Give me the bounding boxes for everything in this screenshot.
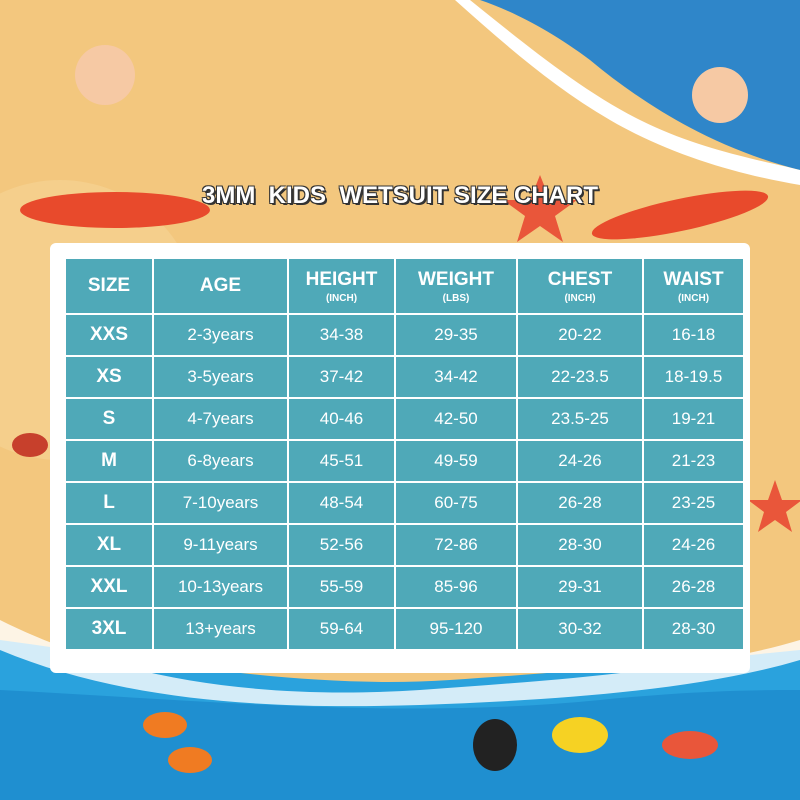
table-cell: 7-10years [152, 481, 289, 525]
table-cell: 72-86 [394, 523, 518, 567]
table-cell: 26-28 [516, 481, 644, 525]
size-cell: XL [64, 523, 154, 567]
size-cell: XXS [64, 313, 154, 357]
column-header: WAIST (INCH) [642, 257, 745, 315]
table-cell: 28-30 [516, 523, 644, 567]
table-cell: 49-59 [394, 439, 518, 483]
table-cell: 4-7years [152, 397, 289, 441]
table-cell: 22-23.5 [516, 355, 644, 399]
size-cell: S [64, 397, 154, 441]
size-cell: XS [64, 355, 154, 399]
table-cell: 85-96 [394, 565, 518, 609]
table-cell: 29-31 [516, 565, 644, 609]
table-cell: 18-19.5 [642, 355, 745, 399]
column-header: CHEST (INCH) [516, 257, 644, 315]
column-label: WAIST [663, 268, 724, 290]
table-cell: 40-46 [287, 397, 396, 441]
table-row: XXS 2-3years 34-38 29-35 20-22 16-18 [64, 313, 745, 357]
column-label: SIZE [87, 275, 131, 296]
table-row: M 6-8years 45-51 49-59 24-26 21-23 [64, 439, 745, 483]
column-header: SIZE [64, 257, 154, 315]
table-cell: 60-75 [394, 481, 518, 525]
table-cell: 24-26 [642, 523, 745, 567]
column-label: WEIGHT [418, 268, 494, 290]
size-table: SIZE AGE HEIGHT (INCH) WEIGHT (LBS) CHEST (INCH… [64, 257, 745, 651]
table-row: XL 9-11years 52-56 72-86 28-30 24-26 [64, 523, 745, 567]
table-cell: 37-42 [287, 355, 396, 399]
table-cell: 6-8years [152, 439, 289, 483]
table-cell: 26-28 [642, 565, 745, 609]
table-row: XXL 10-13years 55-59 85-96 29-31 26-28 [64, 565, 745, 609]
table-body: XXS 2-3years 34-38 29-35 20-22 16-18 XS 3-5year… [64, 313, 745, 651]
table-row: XS 3-5years 37-42 34-42 22-23.5 18-19.5 [64, 355, 745, 399]
table-cell: 21-23 [642, 439, 745, 483]
table-row: S 4-7years 40-46 42-50 23.5-25 19-21 [64, 397, 745, 441]
table-cell: 28-30 [642, 607, 745, 651]
header-row: SIZE AGE HEIGHT (INCH) WEIGHT (LBS) CHEST (INCH… [64, 257, 745, 315]
table-cell: 19-21 [642, 397, 745, 441]
table-cell: 2-3years [152, 313, 289, 357]
table-cell: 13+years [152, 607, 289, 651]
table-cell: 23-25 [642, 481, 745, 525]
size-cell: L [64, 481, 154, 525]
table-cell: 34-42 [394, 355, 518, 399]
column-unit: (INCH) [564, 292, 596, 304]
table-cell: 16-18 [642, 313, 745, 357]
size-cell: 3XL [64, 607, 154, 651]
size-cell: XXL [64, 565, 154, 609]
table-cell: 95-120 [394, 607, 518, 651]
column-unit: (INCH) [677, 292, 710, 304]
title: 3MM KIDS WETSUIT SIZE CHART [202, 182, 598, 209]
column-header: HEIGHT (INCH) [287, 257, 396, 315]
column-unit: (INCH) [325, 292, 358, 304]
column-label: AGE [199, 275, 242, 296]
column-header: WEIGHT (LBS) [394, 257, 518, 315]
table-cell: 9-11years [152, 523, 289, 567]
table-cell: 42-50 [394, 397, 518, 441]
table-cell: 34-38 [287, 313, 396, 357]
column-label: CHEST [547, 268, 613, 290]
table-row: 3XL 13+years 59-64 95-120 30-32 28-30 [64, 607, 745, 651]
table-cell: 52-56 [287, 523, 396, 567]
table-cell: 55-59 [287, 565, 396, 609]
table-cell: 3-5years [152, 355, 289, 399]
table-cell: 10-13years [152, 565, 289, 609]
column-header: AGE [152, 257, 289, 315]
column-label: HEIGHT [305, 268, 378, 290]
table-cell: 24-26 [516, 439, 644, 483]
table-cell: 45-51 [287, 439, 396, 483]
table-cell: 48-54 [287, 481, 396, 525]
table-cell: 23.5-25 [516, 397, 644, 441]
column-unit: (LBS) [442, 292, 470, 304]
table-row: L 7-10years 48-54 60-75 26-28 23-25 [64, 481, 745, 525]
table-cell: 59-64 [287, 607, 396, 651]
table-cell: 29-35 [394, 313, 518, 357]
table-cell: 20-22 [516, 313, 644, 357]
size-cell: M [64, 439, 154, 483]
table-cell: 30-32 [516, 607, 644, 651]
